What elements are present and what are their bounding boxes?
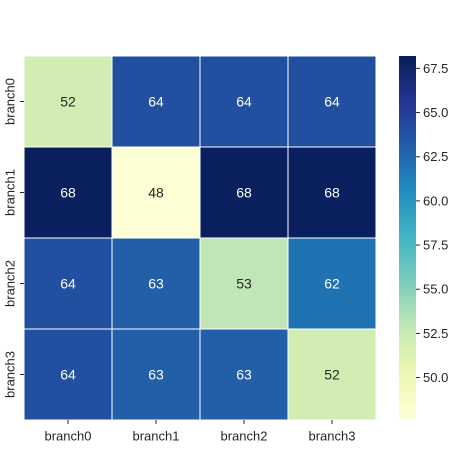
colorbar-tick-label: 55.0 xyxy=(423,282,448,297)
heatmap-cell xyxy=(23,55,113,148)
y-tick-label: branch0 xyxy=(3,78,18,125)
colorbar-tick-label: 50.0 xyxy=(423,370,448,385)
cell-value-label: 53 xyxy=(236,276,252,292)
x-tick-label: branch3 xyxy=(309,429,356,444)
colorbar-gradient xyxy=(399,56,416,420)
heatmap-cell xyxy=(23,146,113,239)
cell-value-label: 68 xyxy=(324,185,340,201)
colorbar-tick-label: 62.5 xyxy=(423,149,448,164)
cell-value-label: 64 xyxy=(148,94,164,110)
x-tick-label: branch0 xyxy=(45,429,92,444)
colorbar-tick-label: 67.5 xyxy=(423,61,448,76)
cell-value-label: 68 xyxy=(236,185,252,201)
heatmap-cell-labels: 52 64 64 64 68 48 68 68 64 63 53 62 64 63 63 52 xyxy=(60,94,340,383)
cell-value-label: 63 xyxy=(236,367,252,383)
cell-value-label: 52 xyxy=(324,367,340,383)
y-tick-label: branch1 xyxy=(3,169,18,216)
heatmap-cell xyxy=(23,328,113,421)
cell-value-label: 64 xyxy=(236,94,252,110)
heatmap-cell xyxy=(287,55,377,148)
heatmap-cell xyxy=(111,146,201,239)
colorbar-tick-label: 57.5 xyxy=(423,238,448,253)
cell-value-label: 68 xyxy=(60,185,76,201)
colorbar-tick-label: 52.5 xyxy=(423,326,448,341)
y-tick-label: branch3 xyxy=(3,351,18,398)
heatmap-cell xyxy=(287,237,377,330)
x-axis: branch0 branch1 branch2 branch3 xyxy=(45,420,356,444)
colorbar-tick-label: 65.0 xyxy=(423,105,448,120)
x-tick-label: branch1 xyxy=(133,429,180,444)
heatmap-cell xyxy=(287,146,377,239)
cell-value-label: 62 xyxy=(324,276,340,292)
x-tick-label: branch2 xyxy=(221,429,268,444)
colorbar xyxy=(399,56,416,420)
y-axis: branch0 branch1 branch2 branch3 xyxy=(3,78,24,398)
cell-value-label: 48 xyxy=(148,185,164,201)
cell-value-label: 52 xyxy=(60,94,76,110)
colorbar-ticks: 50.0 52.5 55.0 57.5 60.0 62.5 65.0 67.5 xyxy=(416,61,448,385)
cell-value-label: 64 xyxy=(60,367,76,383)
cell-value-label: 63 xyxy=(148,276,164,292)
y-tick-label: branch2 xyxy=(3,260,18,307)
cell-value-label: 64 xyxy=(324,94,340,110)
heatmap-cell xyxy=(199,328,289,421)
cell-value-label: 63 xyxy=(148,367,164,383)
heatmap-cell xyxy=(111,237,201,330)
heatmap-cells xyxy=(23,55,377,421)
heatmap-cell xyxy=(287,328,377,421)
colorbar-tick-label: 60.0 xyxy=(423,193,448,208)
heatmap-cell xyxy=(199,55,289,148)
cell-value-label: 64 xyxy=(60,276,76,292)
heatmap-cell xyxy=(111,55,201,148)
heatmap-cell xyxy=(111,328,201,421)
